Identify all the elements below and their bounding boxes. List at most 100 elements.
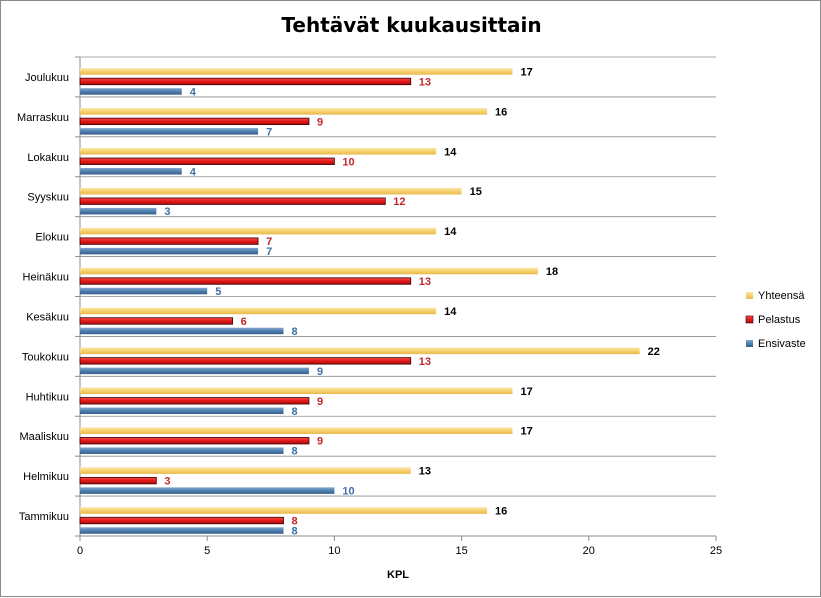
legend-swatch-yhteens-: [746, 292, 753, 299]
bar-yhteens--syyskuu: [80, 187, 462, 195]
category-label-lokakuu: Lokakuu: [27, 152, 69, 164]
category-label-marraskuu: Marraskuu: [17, 112, 69, 124]
data-label-pelastus-marraskuu: 9: [317, 116, 323, 128]
x-tick-label: 5: [204, 545, 210, 557]
bar-ensivaste-hein-kuu: [80, 287, 208, 295]
data-label-ensivaste-syyskuu: 3: [164, 206, 170, 218]
data-label-yhteens--joulukuu: 17: [520, 66, 532, 78]
bar-pelastus-elokuu: [79, 237, 259, 245]
bar-ensivaste-marraskuu: [80, 128, 259, 135]
bar-yhteens--helmikuu: [80, 467, 411, 474]
data-label-ensivaste-helmikuu: 10: [342, 486, 354, 498]
bar-yhteens--maaliskuu: [80, 427, 513, 434]
data-label-pelastus-toukokuu: 13: [419, 356, 431, 368]
bar-ensivaste-maaliskuu: [80, 447, 284, 454]
bar-ensivaste-kes-kuu: [80, 327, 284, 335]
data-label-ensivaste-joulukuu: 4: [190, 86, 197, 98]
category-label-joulukuu: Joulukuu: [25, 72, 69, 84]
bar-ensivaste-elokuu: [80, 247, 259, 255]
category-label-elokuu: Elokuu: [35, 232, 69, 244]
data-label-ensivaste-hein-kuu: 5: [215, 286, 221, 298]
bar-ensivaste-tammikuu: [80, 527, 284, 534]
category-label-kes-kuu: Kesäkuu: [26, 311, 69, 323]
data-label-ensivaste-kes-kuu: 8: [292, 326, 298, 338]
bar-ensivaste-helmikuu: [80, 487, 335, 494]
data-label-pelastus-kes-kuu: 6: [241, 316, 247, 328]
bar-pelastus-marraskuu: [79, 117, 310, 126]
data-label-pelastus-helmikuu: 3: [164, 476, 170, 488]
bar-pelastus-hein-kuu: [79, 277, 412, 285]
bar-yhteens--joulukuu: [80, 68, 513, 75]
category-label-huhtikuu: Huhtikuu: [26, 391, 69, 403]
x-axis-title: KPL: [387, 569, 409, 581]
category-label-maaliskuu: Maaliskuu: [19, 431, 69, 443]
data-label-yhteens--maaliskuu: 17: [520, 426, 532, 438]
data-label-pelastus-maaliskuu: 9: [317, 436, 323, 448]
legend-label-yhteens-: Yhteensä: [758, 290, 805, 302]
x-tick-label: 0: [77, 545, 83, 557]
data-label-ensivaste-lokakuu: 4: [190, 166, 197, 178]
bar-ensivaste-syyskuu: [80, 207, 157, 215]
bar-yhteens--tammikuu: [80, 507, 488, 514]
bar-yhteens--toukokuu: [80, 347, 640, 355]
chart-title: Tehtävät kuukausittain: [281, 13, 542, 37]
bar-pelastus-kes-kuu: [79, 317, 234, 325]
data-label-pelastus-huhtikuu: 9: [317, 396, 323, 408]
data-label-pelastus-hein-kuu: 13: [419, 276, 431, 288]
bar-pelastus-toukokuu: [79, 357, 412, 365]
category-label-tammikuu: Tammikuu: [19, 511, 69, 523]
data-label-pelastus-syyskuu: 12: [393, 196, 405, 208]
bar-pelastus-huhtikuu: [79, 397, 310, 405]
bar-ensivaste-toukokuu: [80, 367, 309, 375]
data-label-yhteens--hein-kuu: 18: [546, 266, 558, 278]
data-label-yhteens--lokakuu: 14: [444, 146, 457, 158]
bar-pelastus-helmikuu: [79, 476, 157, 485]
legend-label-ensivaste: Ensivaste: [758, 338, 806, 350]
data-label-pelastus-tammikuu: 8: [292, 516, 298, 528]
bar-yhteens--hein-kuu: [80, 267, 538, 275]
legend-label-pelastus: Pelastus: [758, 314, 801, 326]
data-label-yhteens--toukokuu: 22: [648, 346, 660, 358]
category-label-syyskuu: Syyskuu: [27, 192, 69, 204]
bar-ensivaste-joulukuu: [80, 88, 182, 95]
bar-pelastus-maaliskuu: [79, 437, 310, 445]
bar-pelastus-joulukuu: [79, 77, 412, 86]
data-label-yhteens--tammikuu: 16: [495, 506, 507, 518]
data-label-yhteens--helmikuu: 13: [419, 466, 431, 478]
category-label-toukokuu: Toukokuu: [22, 351, 69, 363]
bar-pelastus-syyskuu: [79, 197, 386, 205]
data-label-ensivaste-elokuu: 7: [266, 246, 272, 258]
bar-yhteens--huhtikuu: [80, 387, 513, 395]
bar-pelastus-lokakuu: [79, 157, 335, 165]
data-label-pelastus-elokuu: 7: [266, 236, 272, 248]
bar-pelastus-tammikuu: [79, 516, 284, 525]
data-label-yhteens--kes-kuu: 14: [444, 306, 457, 318]
data-label-ensivaste-maaliskuu: 8: [292, 446, 298, 458]
data-label-pelastus-joulukuu: 13: [419, 76, 431, 88]
bar-ensivaste-huhtikuu: [80, 407, 284, 415]
legend-swatch-ensivaste: [746, 340, 753, 347]
data-label-yhteens--marraskuu: 16: [495, 106, 507, 118]
x-tick-label: 25: [710, 545, 722, 557]
bar-yhteens--lokakuu: [80, 148, 437, 155]
data-label-ensivaste-marraskuu: 7: [266, 126, 272, 138]
category-label-helmikuu: Helmikuu: [23, 471, 69, 483]
x-tick-label: 15: [455, 545, 467, 557]
bar-yhteens--elokuu: [80, 227, 437, 235]
data-label-ensivaste-huhtikuu: 8: [292, 406, 298, 418]
x-tick-label: 20: [583, 545, 595, 557]
bar-yhteens--marraskuu: [80, 108, 488, 115]
data-label-pelastus-lokakuu: 10: [342, 156, 354, 168]
bar-yhteens--kes-kuu: [80, 307, 437, 315]
x-tick-label: 10: [328, 545, 340, 557]
data-label-ensivaste-toukokuu: 9: [317, 366, 323, 378]
category-label-hein-kuu: Heinäkuu: [23, 272, 69, 284]
data-label-yhteens--syyskuu: 15: [470, 186, 482, 198]
data-label-yhteens--elokuu: 14: [444, 226, 457, 238]
legend-swatch-pelastus: [745, 315, 754, 324]
data-label-yhteens--huhtikuu: 17: [520, 386, 532, 398]
bar-ensivaste-lokakuu: [80, 168, 182, 175]
data-label-ensivaste-tammikuu: 8: [292, 526, 298, 538]
